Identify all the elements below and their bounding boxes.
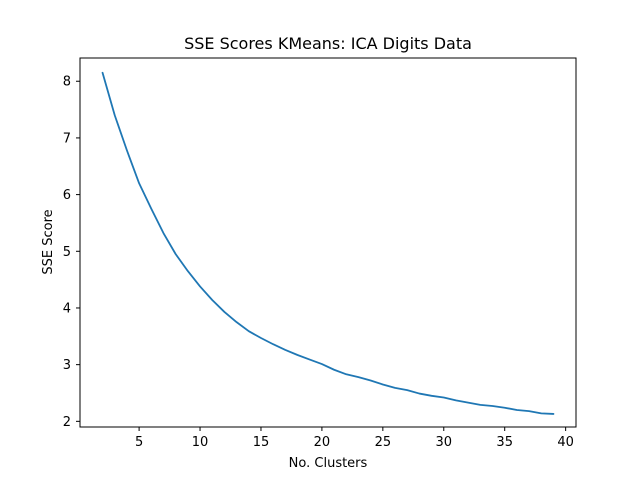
x-tick-label: 15	[253, 435, 270, 450]
x-tick-label: 40	[557, 435, 574, 450]
y-tick-label: 2	[63, 415, 71, 430]
x-tick-label: 30	[436, 435, 453, 450]
plot-frame	[79, 57, 577, 428]
x-tick-label: 25	[375, 435, 392, 450]
y-tick-label: 5	[63, 245, 71, 260]
y-axis-label: SSE Score	[41, 209, 56, 274]
y-tick-label: 7	[63, 131, 71, 146]
y-tick-label: 6	[63, 188, 71, 203]
chart-title: SSE Scores KMeans: ICA Digits Data	[184, 34, 472, 53]
x-tick-label: 10	[192, 435, 209, 450]
y-axis: 2 3 4 5 6 7 8	[63, 75, 80, 430]
x-axis-label: No. Clusters	[289, 456, 368, 471]
x-tick-label: 20	[314, 435, 331, 450]
x-tick-label: 5	[135, 435, 143, 450]
plot-background	[80, 58, 576, 427]
x-axis: 5 10 15 20 25 30 35 40	[135, 427, 574, 450]
series-line	[101, 71, 555, 415]
y-tick-label: 4	[63, 301, 71, 316]
y-tick-label: 8	[63, 75, 71, 90]
x-tick-label: 35	[496, 435, 513, 450]
y-tick-label: 3	[63, 358, 71, 373]
plot-area	[79, 57, 577, 428]
